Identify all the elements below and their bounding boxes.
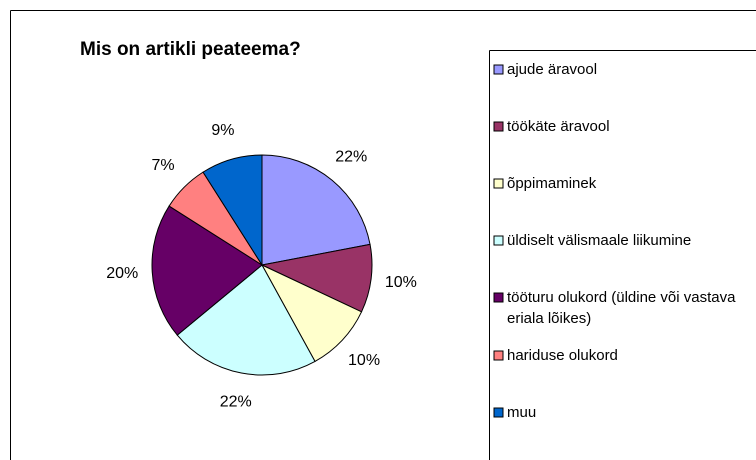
legend-line: õppimaminek xyxy=(507,175,597,192)
pie-slice xyxy=(202,154,263,267)
legend-line: üldiselt välismaale liikumine xyxy=(507,232,691,249)
data-label: 9% xyxy=(211,122,234,139)
legend-swatch xyxy=(493,121,504,132)
legend-swatch xyxy=(493,292,504,303)
data-label: 10% xyxy=(348,352,380,369)
pie-slice xyxy=(176,264,316,376)
legend-line: töökäte äravool xyxy=(507,118,610,135)
legend-swatch xyxy=(493,235,504,246)
data-label: 10% xyxy=(385,274,417,291)
legend-label: õppimaminek xyxy=(507,175,597,192)
legend-line: tööturu olukord (üldine või vastava xyxy=(507,289,736,306)
data-label: 22% xyxy=(220,394,252,411)
legend-label: üldiselt välismaale liikumine xyxy=(507,232,691,249)
legend-label: töökäte äravool xyxy=(507,118,610,135)
legend-label: tööturu olukord (üldine või vastava erial… xyxy=(507,289,736,327)
legend-label: muu xyxy=(507,404,536,421)
data-label: 22% xyxy=(335,148,367,165)
legend-line: ajude äravool xyxy=(507,61,597,78)
data-label: 7% xyxy=(151,157,174,174)
chart-title: Mis on artikli peateema? xyxy=(80,39,301,60)
legend-swatch xyxy=(493,64,504,75)
legend-swatch xyxy=(493,407,504,418)
legend-label: hariduse olukord xyxy=(507,347,618,364)
legend-swatch xyxy=(493,350,504,361)
pie-slice xyxy=(261,154,371,266)
legend-swatch xyxy=(493,178,504,189)
legend-line: eriala lõikes) xyxy=(507,310,591,327)
data-label: 20% xyxy=(106,265,138,282)
pie-slice xyxy=(151,205,263,336)
legend-line: muu xyxy=(507,404,536,421)
legend-line: hariduse olukord xyxy=(507,347,618,364)
legend-label: ajude äravool xyxy=(507,61,597,78)
